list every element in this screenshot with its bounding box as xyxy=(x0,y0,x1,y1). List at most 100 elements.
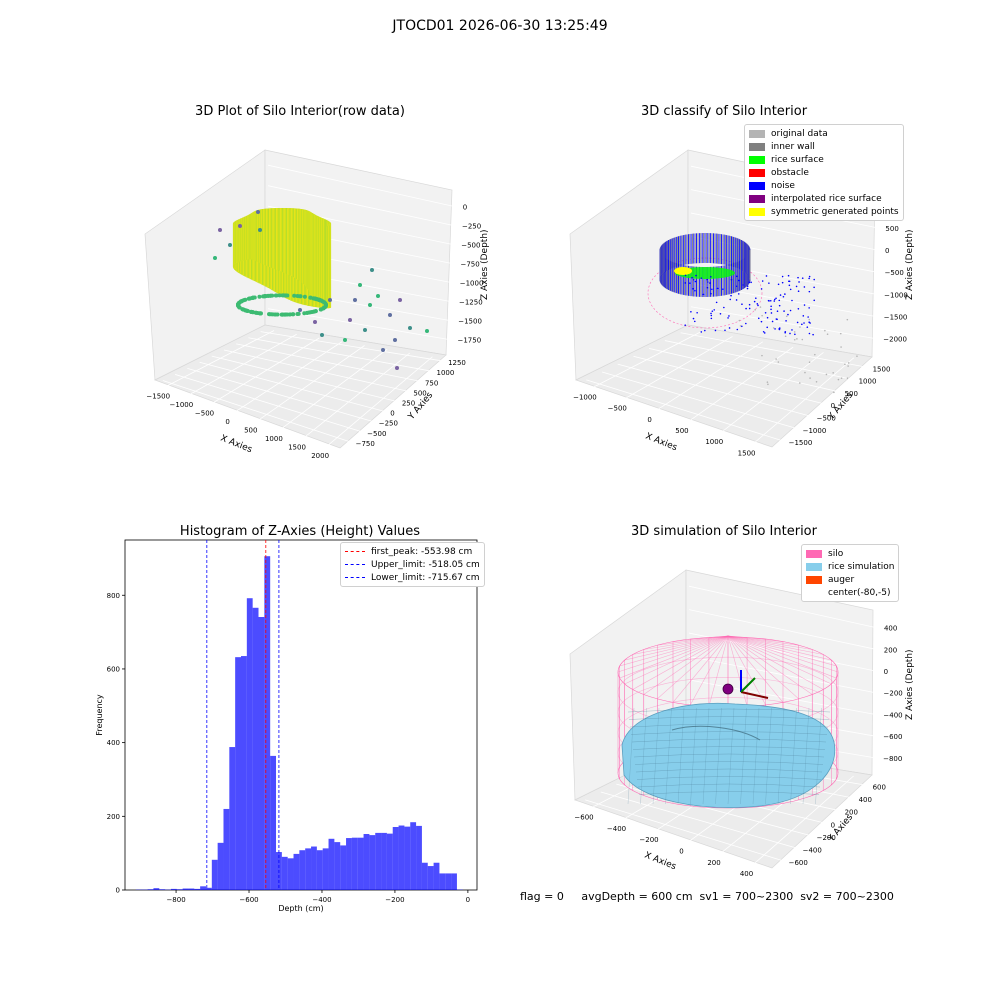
status-footer: flag = 0 avgDepth = 600 cm sv1 = 700~230… xyxy=(520,890,894,903)
grid-line xyxy=(655,341,764,412)
legend-swatch xyxy=(806,549,822,558)
noise-point xyxy=(812,333,814,336)
y-tick-label: −750 xyxy=(356,440,375,448)
noise-point xyxy=(778,299,781,302)
silo-roof-rib xyxy=(708,635,729,707)
grid-line xyxy=(688,679,876,715)
grid-line xyxy=(325,356,433,448)
original-point xyxy=(809,377,811,379)
histogram-bar xyxy=(217,842,224,890)
legend-label: center(-80,-5) xyxy=(828,587,891,598)
y-tick-label: 200 xyxy=(845,809,858,817)
histogram-bar xyxy=(369,835,376,890)
original-point xyxy=(826,333,829,335)
cloud-point xyxy=(388,313,392,317)
cloud-point xyxy=(395,366,399,370)
z-tick-label: −1000 xyxy=(884,291,908,299)
z-tick-label: −500 xyxy=(461,242,480,250)
y-tick-label: −1500 xyxy=(789,439,813,447)
silo-roof-rib xyxy=(727,635,799,700)
silo-roof-rib xyxy=(727,635,813,650)
x-tick-label: −200 xyxy=(385,896,404,904)
histogram-bar xyxy=(270,755,277,890)
cloud-point xyxy=(309,310,314,315)
histogram-bar xyxy=(316,850,323,890)
rice-mesh-line xyxy=(790,707,797,805)
noise-point xyxy=(797,290,800,293)
grid-line xyxy=(260,331,444,362)
histogram-legend: first_peak: -553.98 cm Upper_limit: -518.… xyxy=(340,542,485,587)
grid-line xyxy=(248,337,432,372)
histogram-bar xyxy=(322,848,329,890)
cloud-point xyxy=(263,294,268,299)
noise-point xyxy=(684,324,687,326)
rice-mesh-line xyxy=(715,707,722,805)
noise-point xyxy=(796,321,799,324)
x-tick-label: 1500 xyxy=(738,449,756,457)
original-point xyxy=(847,365,849,367)
noise-point xyxy=(808,332,811,335)
rice-mesh-line xyxy=(815,707,822,805)
silo-roof-rib xyxy=(727,635,813,695)
y-tick-label: 500 xyxy=(413,389,426,397)
grid-line xyxy=(187,367,374,423)
z-tick-label: 400 xyxy=(884,625,897,633)
original-point xyxy=(799,382,801,384)
legend-swatch xyxy=(749,155,765,164)
z-tick-label: −200 xyxy=(884,690,903,698)
histogram-bar xyxy=(340,845,347,890)
noise-point xyxy=(788,284,791,287)
noise-point xyxy=(710,317,713,320)
original-point xyxy=(775,358,777,360)
legend-line xyxy=(345,577,365,578)
z-tick-label: −1750 xyxy=(457,337,481,345)
histogram-bar xyxy=(240,656,247,890)
grid-line xyxy=(256,345,365,422)
x-tick-label: 500 xyxy=(675,427,688,435)
histogram-bar xyxy=(258,617,265,890)
cloud-point xyxy=(302,294,307,299)
x-tick-label: 1500 xyxy=(288,443,306,451)
grid-line xyxy=(752,357,855,445)
cloud-point xyxy=(253,310,258,315)
legend-swatch xyxy=(749,207,765,216)
silo-roof-rib xyxy=(657,635,729,700)
cloud-point xyxy=(368,303,372,307)
noise-point xyxy=(722,288,724,290)
legend-entry: center(-80,-5) xyxy=(806,586,894,599)
z-tick-label: −1000 xyxy=(460,280,484,288)
noise-point xyxy=(787,313,789,316)
original-point xyxy=(793,338,796,341)
noise-point xyxy=(711,310,714,312)
panel2-zlabel: Z Axies (Depth) xyxy=(905,229,915,300)
histogram-bar xyxy=(334,842,341,890)
z-tick-label: 0 xyxy=(885,247,889,255)
legend-label: rice simulation xyxy=(828,561,895,572)
rice-mesh-line xyxy=(627,707,635,805)
cloud-point xyxy=(353,298,357,302)
noise-point xyxy=(773,300,776,302)
noise-point xyxy=(798,281,800,283)
z-tick-label: 200 xyxy=(884,646,897,654)
rice-mesh-line xyxy=(631,738,827,743)
x-tick-label: −1000 xyxy=(573,393,597,401)
silo-roof-rib xyxy=(632,635,729,655)
x-tick-label: −1500 xyxy=(146,392,170,400)
original-point xyxy=(839,332,842,335)
cloud-point xyxy=(238,224,242,228)
noise-point xyxy=(808,277,810,280)
histogram-bar xyxy=(398,825,405,890)
noise-point xyxy=(740,325,743,328)
legend-swatch xyxy=(749,181,765,190)
rice-mesh-line xyxy=(740,707,747,805)
histogram-bar xyxy=(404,826,411,890)
noise-point xyxy=(735,299,738,301)
x-tick-label: −200 xyxy=(639,836,658,844)
noise-point xyxy=(746,285,749,288)
grid-line xyxy=(302,352,411,439)
noise-point xyxy=(684,282,686,284)
histogram-bar xyxy=(375,832,382,890)
noise-point xyxy=(789,288,792,291)
legend-label: interpolated rice surface xyxy=(771,193,882,204)
